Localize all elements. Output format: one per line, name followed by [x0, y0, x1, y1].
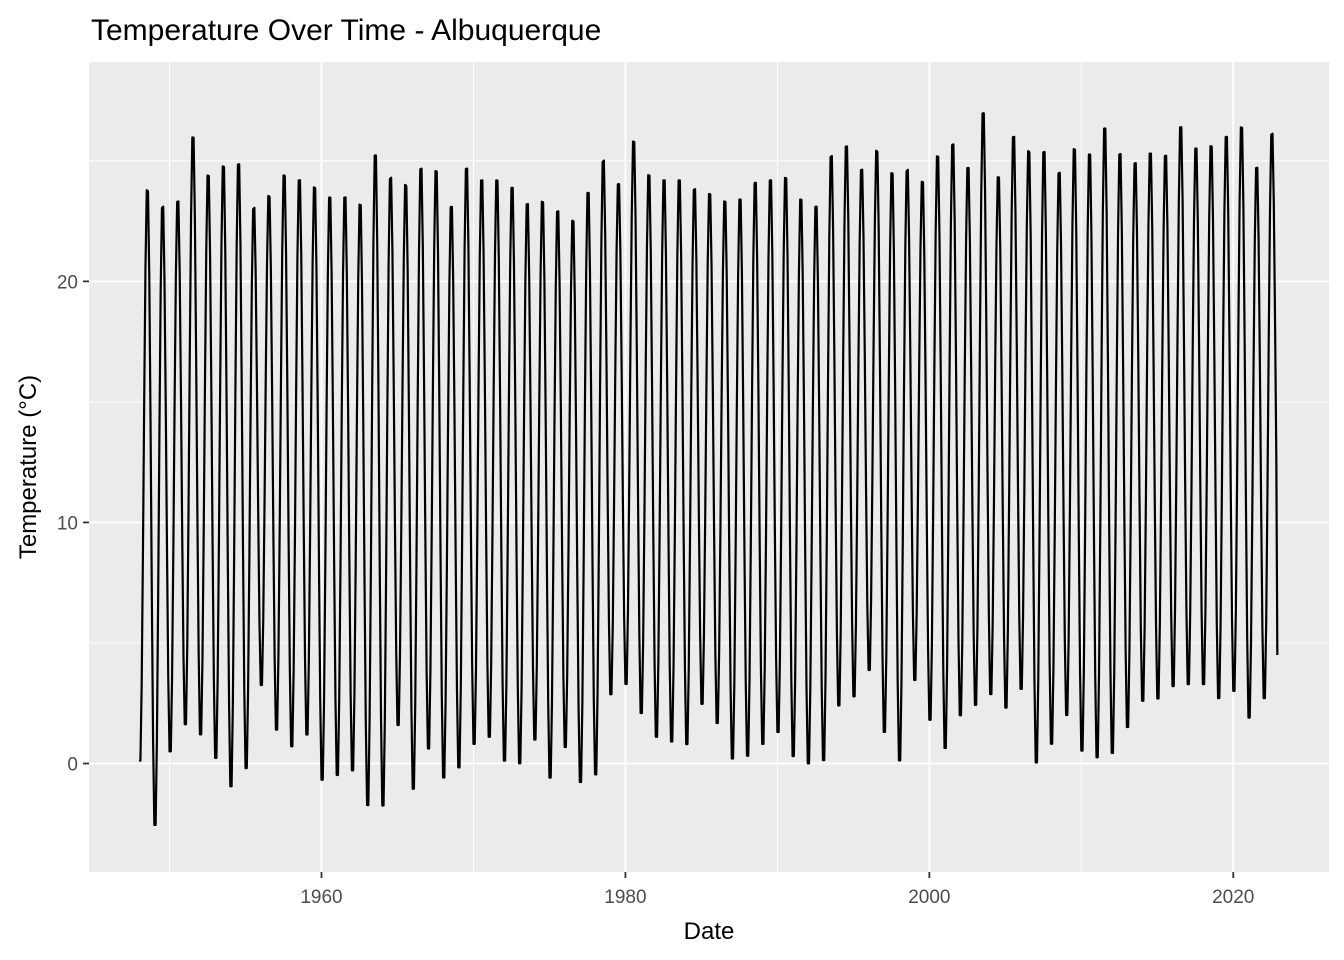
- y-axis-ticks: 0 10 20: [57, 272, 89, 776]
- y-axis-title: Temperature (°C): [15, 375, 42, 559]
- y-tick-label: 20: [57, 272, 78, 293]
- temperature-series-line: [139, 112, 1279, 827]
- x-tick-label: 1960: [300, 887, 342, 908]
- x-tick-label: 1980: [604, 887, 646, 908]
- chart-title: Temperature Over Time - Albuquerque: [91, 14, 601, 47]
- major-gridlines: [89, 62, 1329, 872]
- y-tick-label: 10: [57, 513, 78, 534]
- y-tick-label: 0: [67, 755, 78, 776]
- x-axis-ticks: 1960 1980 2000 2020: [300, 872, 1254, 908]
- x-tick-label: 2020: [1212, 887, 1254, 908]
- x-axis-title: Date: [684, 918, 735, 945]
- plot-panel: [89, 62, 1329, 872]
- x-tick-label: 2000: [908, 887, 950, 908]
